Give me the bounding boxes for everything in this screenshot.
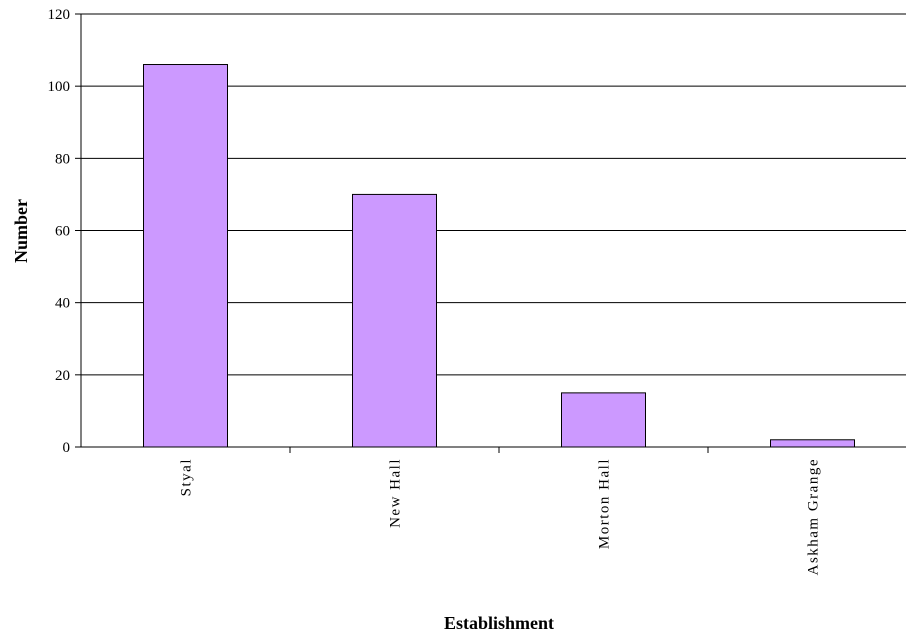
bar-askham-grange: [770, 439, 855, 448]
y-axis-title: Number: [11, 199, 31, 263]
x-tick-label: Askham Grange: [806, 458, 822, 575]
bar-styal: [143, 64, 228, 448]
bar-morton-hall: [561, 392, 646, 448]
x-tick-label: New Hall: [388, 458, 404, 528]
y-tick-label: 60: [55, 224, 70, 240]
tick-labels: 0 20 40 60 80 100 120 Styal New Hall Morton Hall A…: [48, 7, 822, 575]
bar-new-hall: [352, 193, 437, 448]
y-tick-label: 20: [55, 368, 70, 384]
y-tick-label: 0: [63, 440, 71, 456]
y-tick-label: 80: [55, 151, 70, 167]
x-axis-title: Establishment: [444, 613, 554, 633]
axes: [75, 13, 906, 453]
x-tick-label: Styal: [179, 458, 195, 496]
y-tick-label: 100: [48, 79, 71, 95]
y-tick-label: 120: [48, 7, 71, 23]
x-tick-label: Morton Hall: [597, 458, 613, 549]
y-tick-label: 40: [55, 296, 70, 312]
bars: [143, 64, 855, 448]
